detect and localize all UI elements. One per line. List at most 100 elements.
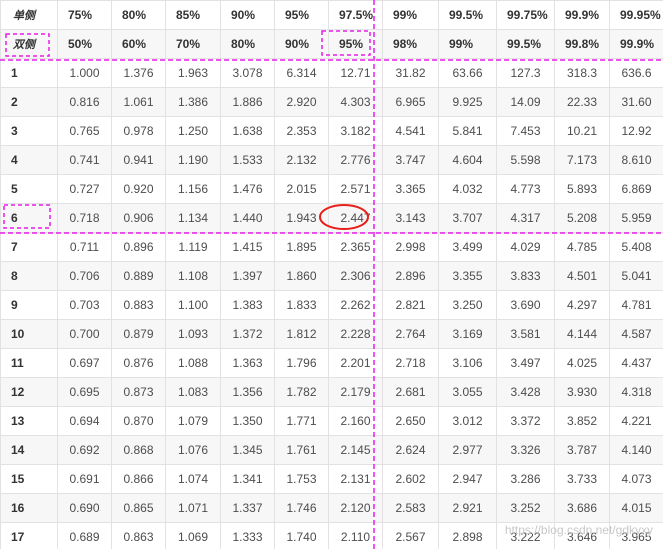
- table-body: 1 1.000 1.376 1.963 3.078 6.314 12.71 31.82 63.6…: [0, 58, 663, 549]
- value-cell: 1.746: [274, 493, 329, 523]
- value-cell: 2.120: [328, 493, 383, 523]
- value-cell: 1.190: [165, 145, 221, 175]
- header-row-two-tailed: 双侧 50% 60% 70% 80% 90% 95% 98% 99% 99.5%…: [0, 29, 663, 59]
- value-cell: 0.691: [57, 464, 112, 494]
- df-cell: 1: [0, 58, 58, 88]
- df-cell: 7: [0, 232, 58, 262]
- value-cell: 318.3: [554, 58, 610, 88]
- value-cell: 1.895: [274, 232, 329, 262]
- value-cell: 0.920: [111, 174, 166, 204]
- value-cell: 3.747: [382, 145, 439, 175]
- value-cell: 1.093: [165, 319, 221, 349]
- header-cell: 80%: [111, 0, 166, 30]
- table-row: 7 0.711 0.896 1.119 1.415 1.895 2.365 2.998 3.49…: [0, 232, 663, 262]
- value-cell: 2.998: [382, 232, 439, 262]
- value-cell: 0.941: [111, 145, 166, 175]
- table-row: 10 0.700 0.879 1.093 1.372 1.812 2.228 2.764 3.1…: [0, 319, 663, 349]
- value-cell: 2.306: [328, 261, 383, 291]
- value-cell: 4.785: [554, 232, 610, 262]
- df-cell: 3: [0, 116, 58, 146]
- value-cell: 1.812: [274, 319, 329, 349]
- value-cell: 2.920: [274, 87, 329, 117]
- value-cell: 2.921: [438, 493, 497, 523]
- value-cell: 0.865: [111, 493, 166, 523]
- value-cell: 127.3: [496, 58, 555, 88]
- value-cell: 0.883: [111, 290, 166, 320]
- value-cell: 4.144: [554, 319, 610, 349]
- value-cell: 2.353: [274, 116, 329, 146]
- df-cell: 17: [0, 522, 58, 549]
- header-cell: 99%: [438, 29, 497, 59]
- value-cell: 22.33: [554, 87, 610, 117]
- value-cell: 3.286: [496, 464, 555, 494]
- value-cell: 4.303: [328, 87, 383, 117]
- value-cell: 0.866: [111, 464, 166, 494]
- header-cell: 75%: [57, 0, 112, 30]
- value-cell: 3.690: [496, 290, 555, 320]
- value-cell: 2.447: [328, 203, 383, 233]
- value-cell: 6.869: [609, 174, 663, 204]
- header-cell: 85%: [165, 0, 221, 30]
- value-cell: 2.977: [438, 435, 497, 465]
- value-cell: 2.160: [328, 406, 383, 436]
- header-cell: 90%: [274, 29, 329, 59]
- value-cell: 1.376: [111, 58, 166, 88]
- table-row: 5 0.727 0.920 1.156 1.476 2.015 2.571 3.365 4.03…: [0, 174, 663, 204]
- value-cell: 0.690: [57, 493, 112, 523]
- value-cell: 1.156: [165, 174, 221, 204]
- value-cell: 0.692: [57, 435, 112, 465]
- value-cell: 1.337: [220, 493, 275, 523]
- value-cell: 3.686: [554, 493, 610, 523]
- table-row: 9 0.703 0.883 1.100 1.383 1.833 2.262 2.821 3.25…: [0, 290, 663, 320]
- value-cell: 3.250: [438, 290, 497, 320]
- value-cell: 1.333: [220, 522, 275, 549]
- df-cell: 2: [0, 87, 58, 117]
- table-row: 2 0.816 1.061 1.386 1.886 2.920 4.303 6.965 9.92…: [0, 87, 663, 117]
- value-cell: 1.860: [274, 261, 329, 291]
- header-cell: 97.5%: [328, 0, 383, 30]
- value-cell: 0.816: [57, 87, 112, 117]
- value-cell: 1.761: [274, 435, 329, 465]
- df-cell: 6: [0, 203, 58, 233]
- value-cell: 5.841: [438, 116, 497, 146]
- value-cell: 1.250: [165, 116, 221, 146]
- value-cell: 0.695: [57, 377, 112, 407]
- df-cell: 14: [0, 435, 58, 465]
- header-cell: 50%: [57, 29, 112, 59]
- table-row: 8 0.706 0.889 1.108 1.397 1.860 2.306 2.896 3.35…: [0, 261, 663, 291]
- header-cell: 95%: [328, 29, 383, 59]
- value-cell: 3.499: [438, 232, 497, 262]
- header-cell: 99.8%: [554, 29, 610, 59]
- value-cell: 3.733: [554, 464, 610, 494]
- value-cell: 3.930: [554, 377, 610, 407]
- value-cell: 7.453: [496, 116, 555, 146]
- value-cell: 5.408: [609, 232, 663, 262]
- value-cell: 4.221: [609, 406, 663, 436]
- df-cell: 8: [0, 261, 58, 291]
- value-cell: 4.140: [609, 435, 663, 465]
- value-cell: 5.598: [496, 145, 555, 175]
- df-cell: 5: [0, 174, 58, 204]
- value-cell: 1.134: [165, 203, 221, 233]
- value-cell: 4.587: [609, 319, 663, 349]
- table-row: 14 0.692 0.868 1.076 1.345 1.761 2.145 2.624 2.9…: [0, 435, 663, 465]
- value-cell: 0.700: [57, 319, 112, 349]
- value-cell: 1.108: [165, 261, 221, 291]
- value-cell: 2.681: [382, 377, 439, 407]
- value-cell: 0.889: [111, 261, 166, 291]
- value-cell: 3.965: [609, 522, 663, 549]
- value-cell: 4.781: [609, 290, 663, 320]
- header-cell: 95%: [274, 0, 329, 30]
- df-cell: 11: [0, 348, 58, 378]
- value-cell: 3.106: [438, 348, 497, 378]
- value-cell: 1.061: [111, 87, 166, 117]
- table-row: 11 0.697 0.876 1.088 1.363 1.796 2.201 2.718 3.1…: [0, 348, 663, 378]
- value-cell: 4.317: [496, 203, 555, 233]
- value-cell: 1.638: [220, 116, 275, 146]
- value-cell: 3.833: [496, 261, 555, 291]
- value-cell: 1.119: [165, 232, 221, 262]
- value-cell: 2.947: [438, 464, 497, 494]
- value-cell: 1.356: [220, 377, 275, 407]
- value-cell: 0.694: [57, 406, 112, 436]
